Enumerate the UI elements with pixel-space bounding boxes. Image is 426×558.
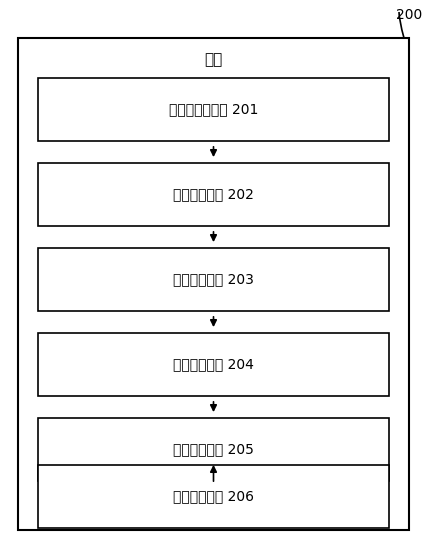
Bar bbox=[38, 465, 388, 528]
Bar bbox=[38, 418, 388, 481]
Text: 数据脱密单元 202: 数据脱密单元 202 bbox=[173, 187, 253, 201]
Bar bbox=[38, 163, 388, 226]
Text: 格网请求单元 204: 格网请求单元 204 bbox=[173, 358, 253, 372]
Text: 系统: 系统 bbox=[204, 52, 222, 68]
Text: 格网定位单元 203: 格网定位单元 203 bbox=[173, 272, 253, 286]
Bar bbox=[38, 248, 388, 311]
Text: 算法请求单元 206: 算法请求单元 206 bbox=[173, 489, 253, 503]
Bar bbox=[18, 38, 408, 530]
Text: 200: 200 bbox=[395, 8, 421, 22]
Bar bbox=[38, 333, 388, 396]
Bar bbox=[38, 78, 388, 141]
Text: 格网确定单元 205: 格网确定单元 205 bbox=[173, 442, 253, 456]
Text: 数据虚拟化单元 201: 数据虚拟化单元 201 bbox=[168, 103, 258, 117]
